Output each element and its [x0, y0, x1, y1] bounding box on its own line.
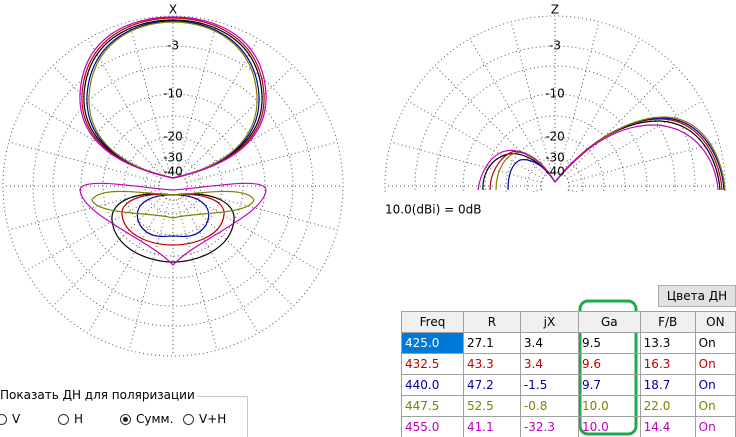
table-cell: 16.3: [639, 353, 696, 375]
table-cell: On: [694, 374, 736, 396]
ring: [123, 136, 223, 236]
table-cell: 47.2: [463, 374, 521, 396]
table-cell: 447.5: [400, 395, 465, 417]
ring: [144, 157, 202, 215]
axis-label: X: [169, 3, 177, 17]
column-header[interactable]: Freq: [400, 311, 465, 333]
table-cell: 425.0: [400, 332, 465, 354]
radial: [567, 193, 702, 271]
left-polar-grid: [2, 15, 344, 357]
radio-dot[interactable]: [183, 413, 194, 425]
table-cell: 10.0: [577, 395, 641, 417]
table-row[interactable]: 425.0 27.1 3.4 9.5 13.3 On: [400, 332, 736, 354]
ring-label: -3: [167, 39, 179, 53]
ring-label: -40: [545, 165, 565, 179]
table-cell: 9.6: [577, 353, 641, 375]
radial: [568, 189, 580, 192]
gain-caption: 10.0(dBi) = 0dB: [385, 203, 481, 217]
column-header[interactable]: jX: [519, 311, 579, 333]
table-row[interactable]: 432.5 43.3 3.4 9.6 16.3 On: [400, 353, 736, 375]
right-pattern: [477, 116, 726, 191]
ring-label: -10: [545, 87, 565, 101]
table-cell: 432.5: [400, 353, 465, 375]
column-header[interactable]: R: [463, 311, 521, 333]
radio-dot[interactable]: [0, 413, 7, 425]
table-row[interactable]: 455.0 41.1 -32.3 10.0 14.4 On: [400, 416, 736, 437]
table-cell: 18.7: [639, 374, 696, 396]
radio-option[interactable]: H: [58, 412, 83, 426]
table-row[interactable]: 447.5 52.5 -0.8 10.0 22.0 On: [400, 395, 736, 417]
table-cell: 10.0: [577, 416, 641, 437]
ring: [414, 45, 696, 192]
radio-dot[interactable]: [120, 413, 131, 425]
table-cell: 14.4: [639, 416, 696, 437]
radio-dot[interactable]: [58, 413, 69, 425]
axis-label: Z: [551, 3, 559, 17]
radio-label: V: [12, 412, 21, 426]
radio-option[interactable]: V: [0, 412, 20, 426]
table-cell: 41.1: [463, 416, 521, 437]
table-cell: -1.5: [519, 374, 579, 396]
table-cell: 455.0: [400, 416, 465, 437]
ring-label: -40: [163, 165, 183, 179]
table-cell: 9.5: [577, 332, 641, 354]
left-pattern: [79, 16, 267, 266]
table-cell: 3.4: [519, 353, 579, 375]
radio-label: H: [74, 412, 84, 426]
radio-label: Сумм.: [136, 412, 174, 426]
ring: [526, 157, 584, 192]
table-row[interactable]: 440.0 47.2 -1.5 9.7 18.7 On: [400, 374, 736, 396]
ring: [32, 45, 314, 327]
ring-label: -20: [163, 130, 183, 144]
ring: [505, 136, 605, 192]
table-cell: -32.3: [519, 416, 579, 437]
ring-label: -20: [545, 130, 565, 144]
table-cell: On: [694, 332, 736, 354]
table-body: 425.0 27.1 3.4 9.5 13.3 On 432.5 43.3 3.4 9.6 16.3…: [400, 332, 736, 437]
table-cell: 13.3: [639, 332, 696, 354]
column-header[interactable]: F/B: [639, 311, 696, 333]
ring: [434, 65, 676, 192]
table-cell: 440.0: [400, 374, 465, 396]
radio-option[interactable]: V+H: [183, 412, 226, 426]
table-cell: 27.1: [463, 332, 521, 354]
column-header[interactable]: ON: [694, 311, 736, 333]
ring-label: -3: [549, 39, 561, 53]
ring-label: -30: [163, 151, 183, 165]
table-cell: 9.7: [577, 374, 641, 396]
table-cell: 52.5: [463, 395, 521, 417]
table-cell: 43.3: [463, 353, 521, 375]
table-cell: 22.0: [639, 395, 696, 417]
ring: [2, 15, 344, 357]
ring: [80, 93, 266, 279]
radio-option[interactable]: Сумм.: [120, 412, 173, 426]
ring: [462, 93, 648, 192]
ring-label: -10: [163, 87, 183, 101]
table-cell: On: [694, 416, 736, 437]
radio-label: V+H: [199, 412, 227, 426]
ring: [52, 65, 294, 307]
table-cell: 3.4: [519, 332, 579, 354]
group-title: Показать ДН для поляризации: [0, 388, 197, 402]
table-cell: On: [694, 353, 736, 375]
column-header[interactable]: Ga: [577, 311, 641, 333]
table-cell: On: [694, 395, 736, 417]
colors-button[interactable]: Цвета ДН: [658, 285, 736, 307]
table-cell: -0.8: [519, 395, 579, 417]
ring-label: -30: [545, 151, 565, 165]
